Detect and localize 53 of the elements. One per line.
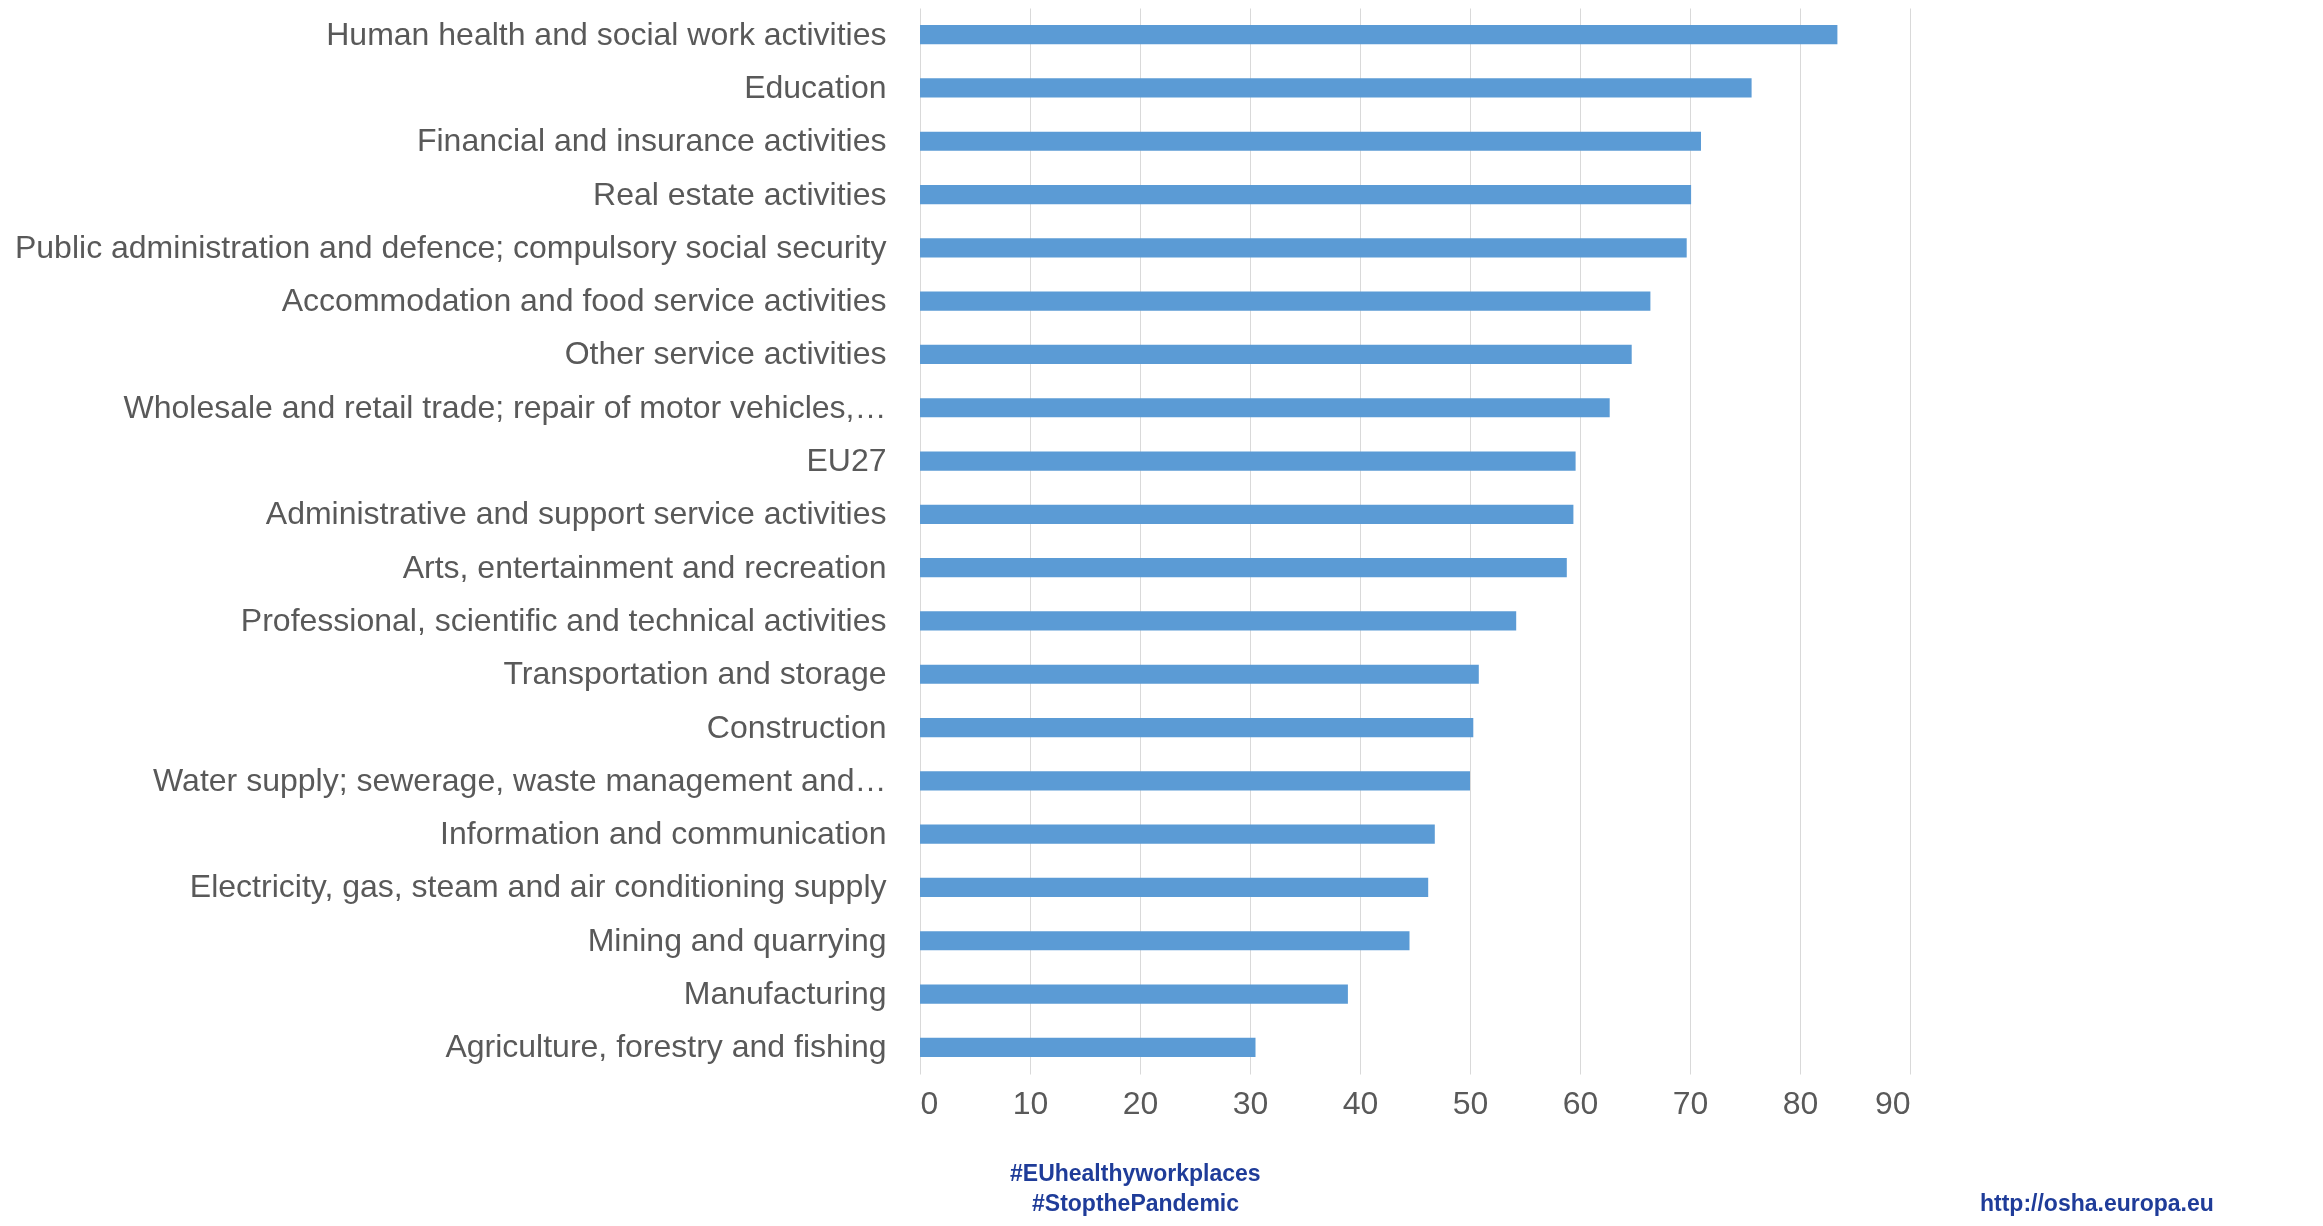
bar	[920, 717, 1474, 738]
y-tick-label: Arts, entertainment and recreation	[402, 548, 887, 585]
bar	[920, 184, 1692, 205]
text: http://osha.europa.eu	[1980, 1190, 2214, 1217]
y-tick-label: Administrative and support service activities	[265, 495, 887, 532]
bar	[920, 344, 1632, 365]
y-tick-label: Information and communication	[440, 815, 887, 852]
x-tick-label: 30	[1232, 1084, 1269, 1121]
y-tick-label: EU27	[806, 442, 887, 479]
y-tick-label: Wholesale and retail trade; repair of motor vehicles,…	[123, 388, 887, 425]
y-tick-label: Professional, scientific and technical activities	[240, 601, 887, 638]
y-tick-label: Financial and insurance activities	[416, 122, 887, 159]
y-tick-label: Water supply; sewerage, waste management and…	[153, 761, 887, 798]
bar	[920, 558, 1567, 578]
y-tick-label: Public administration and defence; compulsory social security	[14, 228, 887, 265]
bar	[920, 931, 1410, 951]
bar	[920, 238, 1687, 258]
bar	[920, 398, 1610, 418]
bar	[920, 664, 1479, 684]
bar	[920, 771, 1470, 791]
bar	[920, 984, 1348, 1004]
x-tick-label: 0	[920, 1084, 939, 1121]
y-tick-label: Transportation and storage	[503, 655, 887, 692]
bar	[920, 451, 1576, 471]
bar	[920, 504, 1574, 524]
y-tick-label: Mining and quarrying	[587, 921, 887, 958]
y-tick-label: Accommodation and food service activities	[281, 282, 887, 319]
y-tick-label: Construction	[706, 708, 887, 745]
x-tick-label: 20	[1122, 1084, 1159, 1121]
y-tick-label: Agriculture, forestry and fishing	[445, 1028, 887, 1065]
bar	[920, 25, 1838, 45]
y-tick-label: Real estate activities	[593, 175, 887, 212]
x-tick-label: 10	[1012, 1084, 1049, 1121]
bar	[920, 131, 1701, 151]
bar	[920, 78, 1752, 98]
bar	[920, 1037, 1256, 1057]
text: #StopthePandemic	[1032, 1190, 1240, 1217]
x-tick-label: 90	[1874, 1084, 1911, 1121]
text: #EUhealthyworkplaces	[1010, 1160, 1261, 1187]
bar	[920, 611, 1517, 631]
x-tick-label: 50	[1452, 1084, 1489, 1121]
y-tick-label: Manufacturing	[683, 975, 887, 1012]
bar	[920, 291, 1651, 311]
x-tick-label: 40	[1342, 1084, 1379, 1121]
y-tick-label: Other service activities	[564, 335, 887, 372]
x-tick-label: 80	[1782, 1084, 1819, 1121]
bar	[920, 824, 1435, 844]
x-tick-label: 70	[1672, 1084, 1709, 1121]
x-tick-label: 60	[1562, 1084, 1599, 1121]
y-tick-label: Electricity, gas, steam and air conditioning supply	[189, 868, 887, 905]
bar	[920, 877, 1429, 898]
y-tick-label: Human health and social work activities	[326, 15, 887, 52]
y-tick-label: Education	[744, 68, 887, 105]
